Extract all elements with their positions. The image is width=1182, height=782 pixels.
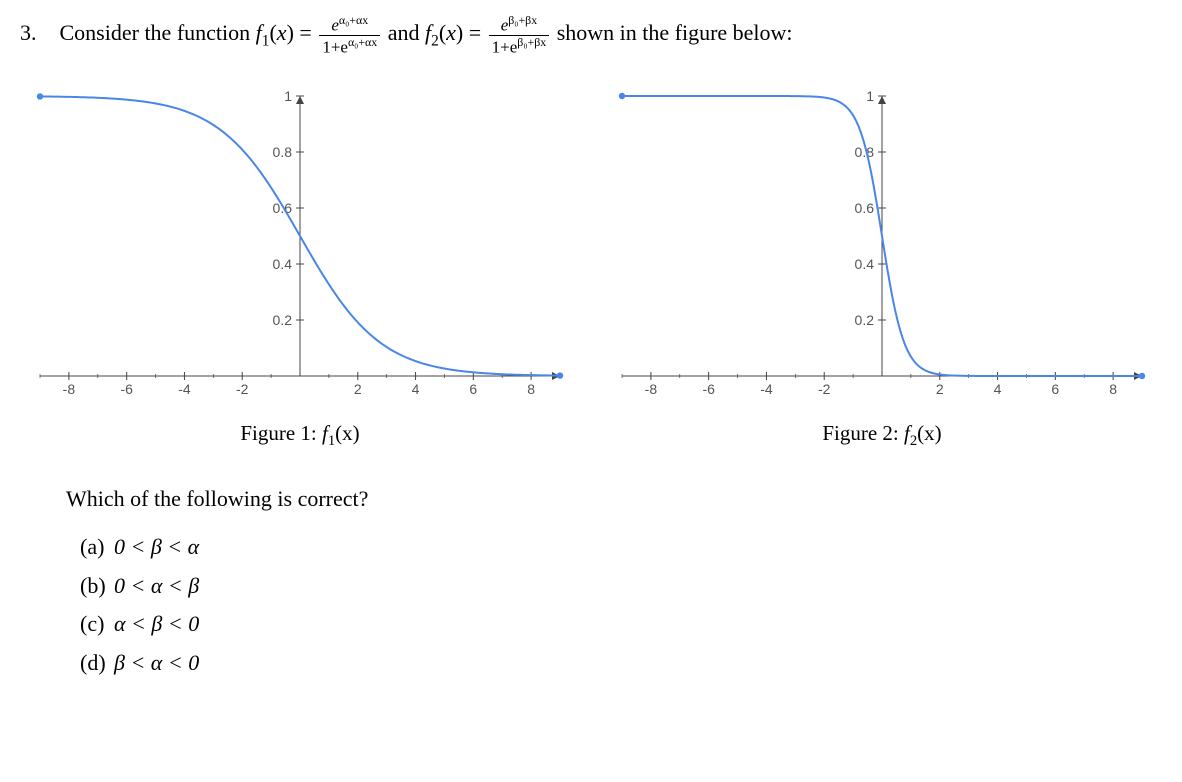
problem-number: 3. xyxy=(20,15,54,50)
figures-row: -8 -6 -4 -2 2 4 6 8 0.2 0.4 0.6 0.8 1 Figure 1: f1(x… xyxy=(20,86,1162,450)
svg-text:0.6: 0.6 xyxy=(273,200,293,216)
tail-text: shown in the figure below: xyxy=(557,20,793,45)
lead-text: Consider the function xyxy=(60,20,256,45)
svg-text:-4: -4 xyxy=(178,381,191,397)
option-a: (a)0 < β < α xyxy=(80,528,1162,567)
svg-text:8: 8 xyxy=(527,381,535,397)
fraction-1: eα₀+αx 1+eα₀+αx xyxy=(319,14,380,56)
svg-text:1: 1 xyxy=(866,88,874,104)
svg-text:6: 6 xyxy=(469,381,477,397)
figure-2: -8-6-4-224680.20.40.60.81 Figure 2: f2(x… xyxy=(612,86,1152,450)
options-list: (a)0 < β < α (b)0 < α < β (c)α < β < 0 (… xyxy=(20,528,1162,682)
svg-text:-6: -6 xyxy=(120,381,133,397)
svg-text:1: 1 xyxy=(284,88,292,104)
option-c: (c)α < β < 0 xyxy=(80,605,1162,644)
svg-text:-4: -4 xyxy=(760,381,773,397)
svg-text:2: 2 xyxy=(936,381,944,397)
fraction-2: eβ₀+βx 1+eβ₀+βx xyxy=(489,14,550,56)
figure-1-caption: Figure 1: f1(x) xyxy=(30,421,570,450)
svg-text:-2: -2 xyxy=(818,381,831,397)
f1-sub: 1 xyxy=(262,32,270,49)
svg-text:-6: -6 xyxy=(702,381,715,397)
svg-text:0.4: 0.4 xyxy=(855,256,875,272)
figure-1: -8 -6 -4 -2 2 4 6 8 0.2 0.4 0.6 0.8 1 Figure 1: f1(x… xyxy=(30,86,570,450)
figure-2-caption: Figure 2: f2(x) xyxy=(612,421,1152,450)
svg-text:0.2: 0.2 xyxy=(855,312,875,328)
svg-text:4: 4 xyxy=(412,381,420,397)
problem-statement: 3. Consider the function f1(x) = eα₀+αx … xyxy=(20,14,1162,56)
svg-text:6: 6 xyxy=(1051,381,1059,397)
chart-f1: -8 -6 -4 -2 2 4 6 8 0.2 0.4 0.6 0.8 1 xyxy=(30,86,570,406)
f2-sub: 2 xyxy=(431,32,439,49)
svg-text:4: 4 xyxy=(994,381,1002,397)
svg-text:-8: -8 xyxy=(645,381,658,397)
option-d: (d)β < α < 0 xyxy=(80,644,1162,683)
svg-text:0.8: 0.8 xyxy=(273,144,293,160)
svg-text:2: 2 xyxy=(354,381,362,397)
svg-text:8: 8 xyxy=(1109,381,1117,397)
chart-f2: -8-6-4-224680.20.40.60.81 xyxy=(612,86,1152,406)
svg-text:-8: -8 xyxy=(63,381,76,397)
svg-text:0.2: 0.2 xyxy=(273,312,293,328)
option-b: (b)0 < α < β xyxy=(80,567,1162,606)
svg-text:-2: -2 xyxy=(236,381,249,397)
svg-text:0.6: 0.6 xyxy=(855,200,875,216)
followup-question: Which of the following is correct? xyxy=(66,486,1162,512)
svg-text:0.4: 0.4 xyxy=(273,256,293,272)
